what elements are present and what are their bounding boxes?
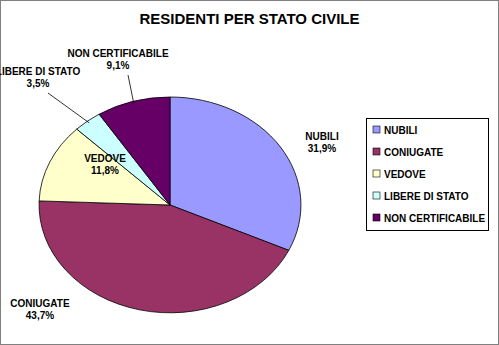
legend-frame [367, 119, 489, 231]
legend-swatch [373, 192, 380, 199]
legend-label: NUBILI [384, 125, 418, 136]
data-label-name: CONIUGATE [10, 298, 70, 309]
data-label-value: 43,7% [26, 310, 54, 321]
data-label-value: 9,1% [107, 60, 130, 71]
data-label-name: VEDOVE [84, 153, 126, 164]
data-label: CONIUGATE43,7% [10, 298, 70, 321]
data-label: LIBERE DI STATO3,5% [0, 66, 80, 89]
title: RESIDENTI PER STATO CIVILE [139, 10, 359, 27]
data-label-value: 31,9% [308, 143, 336, 154]
data-label-name: LIBERE DI STATO [0, 66, 80, 77]
slice [39, 201, 289, 313]
data-label: NON CERTIFICABILE9,1% [67, 48, 168, 71]
data-label: VEDOVE11,8% [84, 153, 126, 176]
slice [99, 97, 170, 205]
legend-label: NON CERTIFICABILE [384, 213, 485, 224]
legend-label: LIBERE DI STATO [384, 191, 469, 202]
data-label-value: 3,5% [27, 78, 50, 89]
legend-label: CONIUGATE [384, 147, 444, 158]
legend-swatch [373, 170, 380, 177]
chart: RESIDENTI PER STATO CIVILENUBILI31,9%CON… [0, 0, 499, 345]
data-label-value: 11,8% [91, 165, 119, 176]
legend-swatch [373, 126, 380, 133]
leader-line [128, 75, 134, 103]
legend-swatch [373, 148, 380, 155]
legend-swatch [373, 214, 380, 221]
legend-label: VEDOVE [384, 169, 426, 180]
chart-frame [1, 1, 499, 345]
data-label-name: NUBILI [305, 131, 339, 142]
pie [39, 97, 301, 313]
data-label: NUBILI31,9% [305, 131, 339, 154]
data-label-name: NON CERTIFICABILE [67, 48, 168, 59]
leader-line [48, 93, 89, 123]
legend: NUBILI CONIUGATE VEDOVE LIBERE DI STATO NON … [367, 119, 489, 231]
data-labels: NUBILI31,9% CONIUGATE43,7% VEDOVE11,8% LIBE… [0, 48, 339, 321]
